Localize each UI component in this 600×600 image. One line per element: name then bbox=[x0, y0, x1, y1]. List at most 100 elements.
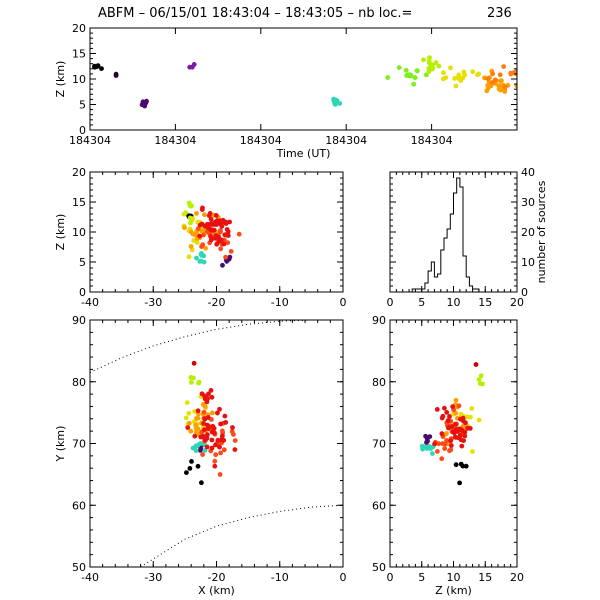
x-tick-label: 20 bbox=[510, 571, 524, 584]
location-count: 236 bbox=[487, 6, 512, 21]
source-point bbox=[502, 89, 508, 94]
x-tick-label: 0 bbox=[340, 296, 347, 309]
y-tick-label: 5 bbox=[79, 99, 86, 112]
source-point bbox=[486, 79, 492, 85]
source-point bbox=[457, 480, 462, 486]
source-point bbox=[223, 254, 229, 260]
y-tick-label: 90 bbox=[372, 314, 386, 327]
source-point bbox=[411, 81, 417, 87]
source-point bbox=[220, 217, 226, 223]
y-tick-label: 80 bbox=[72, 376, 86, 389]
source-point bbox=[192, 433, 198, 439]
x-tick-label: 10 bbox=[447, 571, 461, 584]
source-point bbox=[453, 397, 459, 403]
source-point bbox=[209, 445, 215, 451]
source-point bbox=[426, 69, 432, 74]
y-tick-label: 20 bbox=[72, 22, 86, 35]
source-point bbox=[444, 410, 450, 415]
source-point bbox=[469, 406, 475, 411]
source-point bbox=[470, 449, 475, 454]
source-point bbox=[194, 211, 199, 216]
source-point bbox=[215, 437, 221, 443]
x-tick-label: 184304 bbox=[411, 134, 453, 147]
source-point bbox=[508, 71, 514, 77]
plot-area-time-z bbox=[92, 55, 517, 109]
source-point bbox=[460, 463, 466, 469]
source-point bbox=[420, 446, 425, 452]
plot-area-x-z bbox=[181, 200, 242, 268]
source-point bbox=[441, 70, 446, 76]
x-axis-label: Z (km) bbox=[435, 584, 472, 597]
source-point bbox=[208, 216, 214, 222]
source-point bbox=[476, 71, 482, 77]
source-point bbox=[199, 391, 205, 397]
source-point bbox=[113, 71, 119, 77]
source-point bbox=[199, 228, 205, 234]
x-tick-label: -40 bbox=[81, 296, 99, 309]
source-point bbox=[197, 233, 203, 239]
source-point bbox=[453, 462, 459, 468]
source-point bbox=[225, 240, 231, 246]
source-point bbox=[444, 438, 449, 443]
panel-x-z: -40 -30 -20 -10 0 0 5 10 15 20 Z (km) bbox=[54, 166, 347, 309]
source-point bbox=[194, 255, 199, 261]
y-tick-label: 10 bbox=[521, 256, 535, 269]
source-point bbox=[205, 432, 210, 438]
source-point bbox=[456, 73, 461, 79]
source-point bbox=[439, 415, 445, 421]
source-point bbox=[396, 65, 402, 70]
source-point bbox=[205, 222, 211, 227]
source-point bbox=[202, 404, 208, 409]
source-point bbox=[223, 420, 229, 425]
source-point bbox=[195, 408, 201, 414]
source-point bbox=[198, 446, 204, 452]
x-tick-label: 184304 bbox=[69, 134, 111, 147]
panels: 184304 184304 184304 184304 18430405101520Ti… bbox=[54, 22, 548, 597]
source-point bbox=[185, 425, 191, 430]
source-point bbox=[189, 380, 194, 385]
y-axis-label: Y (km) bbox=[54, 426, 67, 463]
source-point bbox=[191, 360, 197, 366]
x-tick-label: 0 bbox=[387, 571, 394, 584]
source-point bbox=[231, 432, 236, 437]
source-point bbox=[467, 426, 473, 431]
x-tick-label: 10 bbox=[447, 296, 461, 309]
source-point bbox=[184, 400, 190, 405]
source-point bbox=[442, 405, 447, 411]
source-point bbox=[502, 84, 508, 90]
histogram-step bbox=[390, 177, 517, 292]
source-point bbox=[435, 449, 440, 454]
source-point bbox=[206, 213, 212, 219]
source-point bbox=[192, 232, 198, 238]
source-point bbox=[186, 410, 192, 416]
source-point bbox=[448, 443, 454, 448]
source-point bbox=[213, 213, 219, 218]
source-point bbox=[428, 63, 434, 69]
source-point bbox=[197, 222, 203, 228]
y-axis-label: number of sources bbox=[535, 180, 548, 283]
panel-z-y: 0 5 10 15 20 50 60 70 80 90 Z (km) bbox=[372, 314, 524, 597]
source-point bbox=[217, 406, 222, 412]
source-point bbox=[201, 421, 207, 426]
y-tick-label: 60 bbox=[72, 499, 86, 512]
source-point bbox=[463, 463, 469, 469]
source-point bbox=[219, 223, 225, 229]
plot-area-histogram bbox=[390, 177, 517, 292]
source-point bbox=[213, 452, 219, 458]
source-point bbox=[476, 377, 482, 382]
y-tick-label: 50 bbox=[72, 561, 86, 574]
source-point bbox=[142, 103, 148, 109]
source-point bbox=[434, 407, 440, 412]
y-tick-label: 40 bbox=[521, 166, 535, 179]
source-point bbox=[445, 418, 451, 424]
source-point bbox=[236, 231, 242, 237]
source-point bbox=[188, 229, 194, 235]
source-point bbox=[218, 421, 224, 427]
y-tick-label: 80 bbox=[372, 376, 386, 389]
y-tick-label: 10 bbox=[72, 73, 86, 86]
source-point bbox=[201, 259, 207, 265]
source-point bbox=[476, 417, 482, 423]
source-point bbox=[191, 238, 197, 243]
source-point bbox=[490, 71, 495, 77]
source-point bbox=[218, 246, 224, 252]
